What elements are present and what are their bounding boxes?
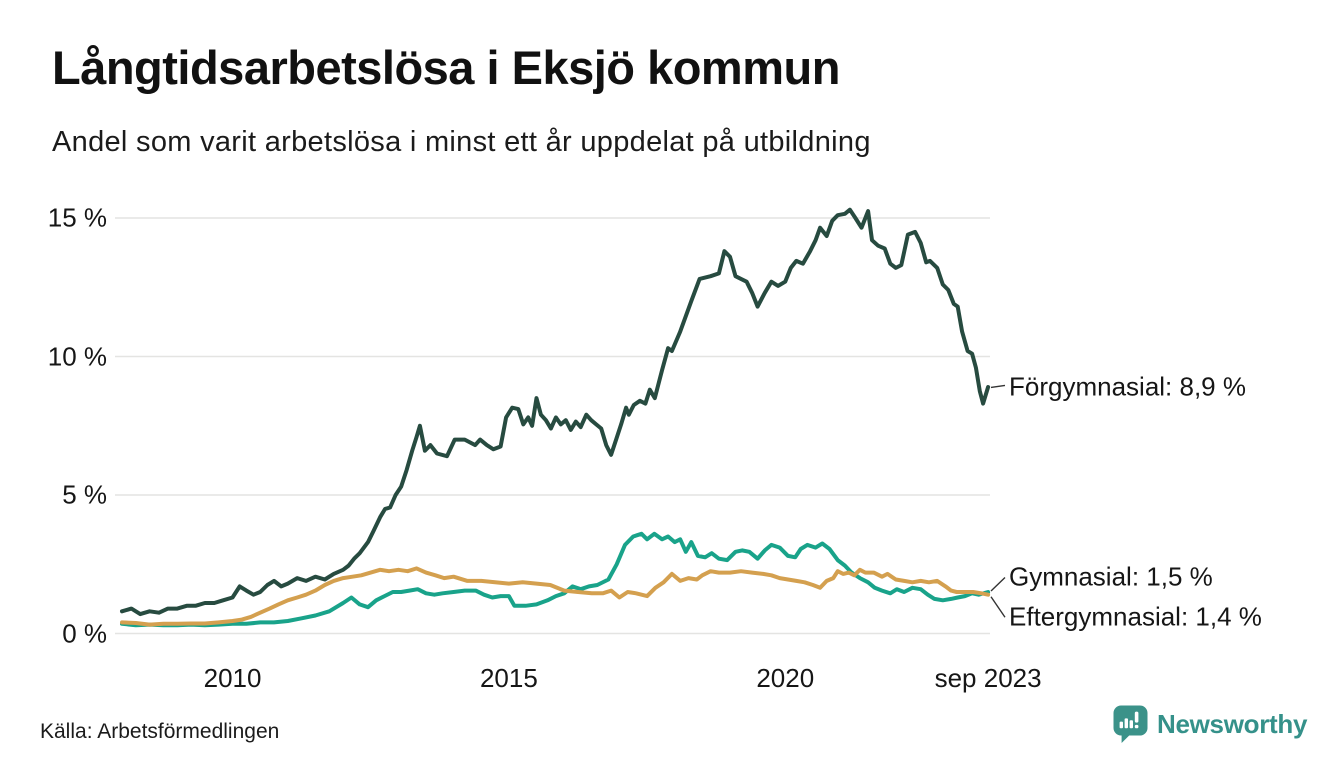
label-connector	[990, 384, 1006, 389]
chart-title: Långtidsarbetslösa i Eksjö kommun	[52, 41, 840, 94]
newsworthy-logo: Newsworthy	[1113, 705, 1307, 744]
x-axis-tick-label: 2020	[756, 663, 815, 693]
forgymnasial-line	[120, 207, 991, 617]
eftergymnasial-end-label: Eftergymnasial: 1,4 %	[1009, 601, 1262, 632]
gymnasial-end-label: Gymnasial: 1,5 %	[1009, 561, 1213, 592]
x-axis-tick-label: 2010	[203, 663, 262, 693]
label-connector	[990, 596, 1006, 618]
newsworthy-wordmark: Newsworthy	[1157, 709, 1308, 739]
forgymnasial-end-label: Förgymnasial: 8,9 %	[1009, 371, 1246, 402]
x-axis-tick-label: sep 2023	[934, 663, 1042, 693]
newsworthy-bubble-chart-icon	[1113, 705, 1148, 743]
y-axis-tick-label: 5 %	[62, 479, 107, 510]
source-note: Källa: Arbetsförmedlingen	[40, 720, 280, 743]
gymnasial-line	[120, 531, 991, 628]
x-axis-tick-label: 2015	[479, 663, 538, 693]
y-axis-tick-label: 15 %	[47, 202, 107, 233]
label-connector	[990, 576, 1006, 592]
y-axis-tick-label: 0 %	[62, 618, 107, 648]
y-axis-tick-label: 10 %	[47, 341, 107, 371]
chart-subtitle: Andel som varit arbetslösa i minst ett å…	[52, 126, 871, 158]
eftergymnasial-line	[120, 566, 991, 627]
